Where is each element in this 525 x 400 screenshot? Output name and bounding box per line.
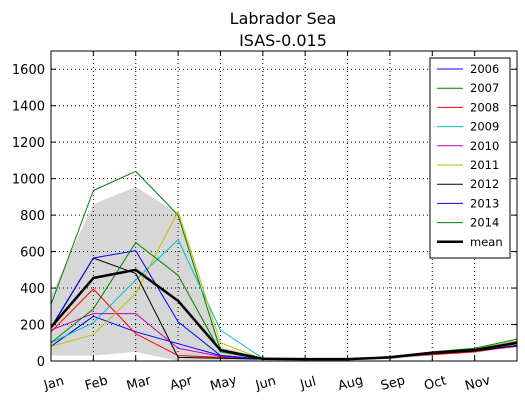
legend-label-2008: 2008 — [470, 100, 499, 114]
legend-label-2011: 2011 — [470, 158, 499, 172]
legend-label-2014: 2014 — [470, 216, 499, 230]
x-tick-label: Jul — [298, 374, 318, 393]
x-tick-label: Mar — [125, 373, 153, 394]
spread-band — [51, 186, 517, 361]
y-tick-label: 600 — [20, 246, 45, 261]
legend-label-2006: 2006 — [470, 62, 499, 76]
y-tick-label: 1000 — [12, 173, 45, 188]
series-line-mean — [51, 268, 517, 361]
chart-subtitle: ISAS-0.015 — [239, 31, 327, 50]
y-tick-label: 1400 — [12, 100, 45, 115]
x-tick-label: Aug — [336, 373, 364, 394]
legend-box — [429, 57, 511, 259]
legend-label-2009: 2009 — [470, 120, 499, 134]
x-tick-label: May — [209, 373, 239, 395]
y-tick-label: 400 — [20, 282, 45, 297]
legend-label-2012: 2012 — [470, 177, 499, 191]
y-tick-label: 200 — [20, 319, 45, 334]
y-tick-label: 0 — [37, 355, 45, 370]
legend-label-mean: mean — [470, 235, 503, 249]
x-tick-label: Sep — [379, 373, 407, 394]
x-tick-label: Jan — [42, 374, 66, 394]
x-tick-label: Apr — [168, 373, 194, 393]
x-tick-label: Jun — [253, 374, 277, 394]
y-tick-label: 1200 — [12, 136, 45, 151]
x-tick-label: Feb — [83, 373, 109, 393]
legend-label-2007: 2007 — [470, 81, 499, 95]
plot-frame — [50, 50, 518, 362]
y-tick-label: 800 — [20, 209, 45, 224]
chart-title: Labrador Sea — [230, 9, 337, 28]
legend-label-2010: 2010 — [470, 139, 499, 153]
y-tick-label: 1600 — [12, 63, 45, 78]
x-tick-label: Nov — [464, 373, 493, 394]
legend-label-2013: 2013 — [470, 196, 499, 210]
x-tick-label: Oct — [423, 373, 449, 393]
